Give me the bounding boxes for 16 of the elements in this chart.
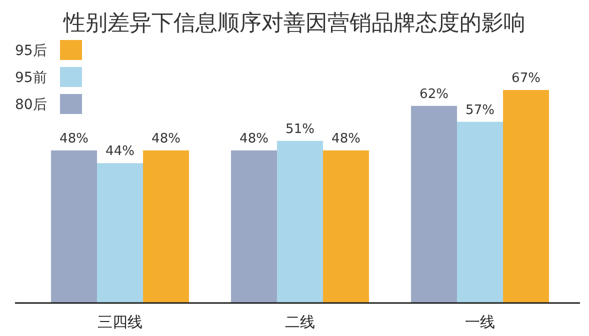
x-tick-label: 二线 (285, 313, 315, 331)
data-label: 44% (106, 144, 134, 160)
data-label: 48% (60, 131, 88, 146)
legend-label: 80后 (15, 97, 47, 113)
x-tick-label: 三四线 (98, 313, 142, 331)
data-label: 51% (286, 122, 314, 137)
x-tick-label: 一线 (465, 313, 495, 331)
data-label: 48% (152, 131, 180, 146)
data-label: 62% (420, 86, 448, 102)
data-label: 67% (512, 71, 540, 86)
data-label: 48% (240, 131, 268, 146)
legend-label: 95前 (15, 70, 47, 86)
title: 性别差异下信息顺序对善因营销品牌态度的影响 (64, 11, 526, 36)
data-label: 57% (466, 102, 494, 118)
data-label: 48% (332, 131, 360, 146)
legend-label: 95后 (15, 43, 47, 59)
